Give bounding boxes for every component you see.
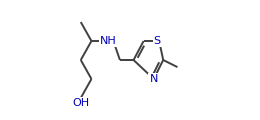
Text: N: N xyxy=(150,74,158,84)
Text: NH: NH xyxy=(100,36,116,46)
Text: S: S xyxy=(154,36,161,46)
Text: NH: NH xyxy=(100,36,116,46)
Text: OH: OH xyxy=(72,98,89,108)
Text: OH: OH xyxy=(72,98,89,108)
Text: N: N xyxy=(150,74,158,84)
Text: S: S xyxy=(154,36,161,46)
